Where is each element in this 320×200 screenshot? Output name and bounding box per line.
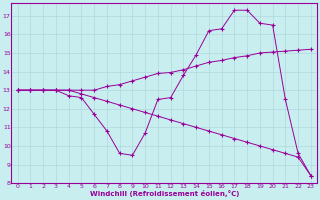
X-axis label: Windchill (Refroidissement éolien,°C): Windchill (Refroidissement éolien,°C) xyxy=(90,190,239,197)
